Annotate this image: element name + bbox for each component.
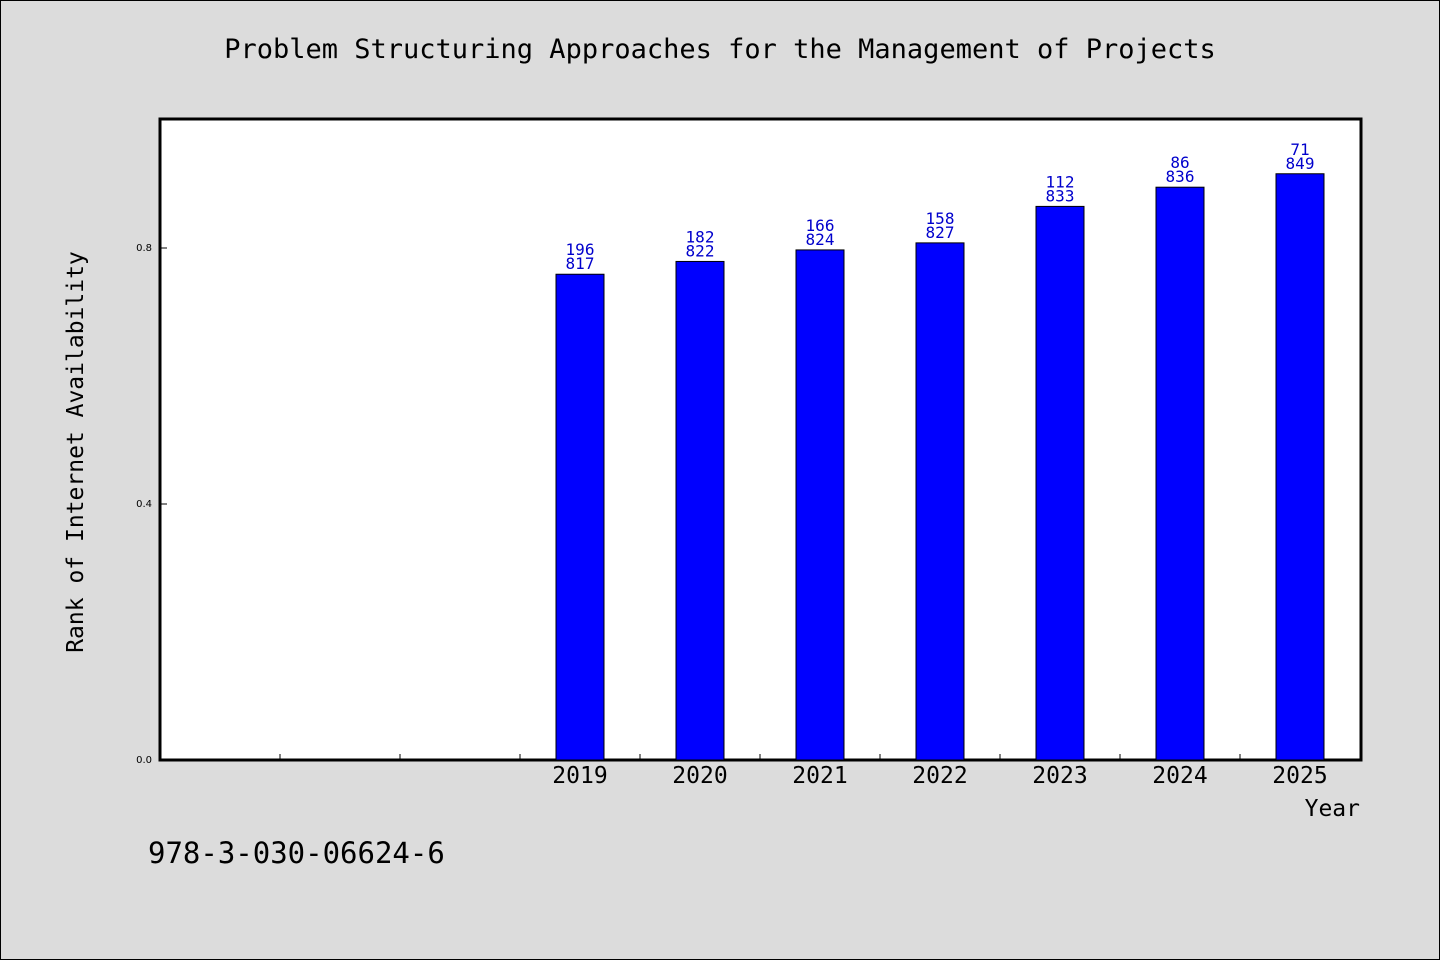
x-tick-label: 2019 <box>552 763 607 789</box>
bar <box>795 249 845 761</box>
bar-label-top: 182 <box>686 227 715 246</box>
y-tick-label: 0.8 <box>136 243 152 254</box>
x-axis-label: Year <box>1304 796 1360 822</box>
bar-label-bottom: 827 <box>926 223 955 242</box>
bar-label-bottom: 822 <box>686 241 715 260</box>
x-tick-label: 2025 <box>1272 763 1327 789</box>
y-tick-label: 0.0 <box>136 755 152 766</box>
chart-title: Problem Structuring Approaches for the M… <box>224 34 1216 65</box>
x-tick-label: 2021 <box>792 763 847 789</box>
bar-label-top: 112 <box>1046 172 1075 191</box>
bar-label-bottom: 824 <box>806 230 835 249</box>
bar-label-top: 71 <box>1290 140 1309 159</box>
bar-label-bottom: 817 <box>566 254 595 273</box>
bar <box>555 273 605 761</box>
y-tick-label: 0.4 <box>136 499 152 510</box>
y-axis-label: Rank of Internet Availability <box>63 251 89 653</box>
bar-label-top: 196 <box>566 240 595 259</box>
bar <box>1275 173 1325 761</box>
bar-label-top: 158 <box>926 209 955 228</box>
bar-label-bottom: 849 <box>1286 154 1315 173</box>
isbn-footer: 978-3-030-06624-6 <box>148 836 445 870</box>
bar-label-top: 86 <box>1170 153 1189 172</box>
bar <box>1035 205 1085 761</box>
bar <box>675 260 725 761</box>
bar-label-bottom: 833 <box>1046 186 1075 205</box>
bar-label-top: 166 <box>806 216 835 235</box>
bar <box>915 242 965 761</box>
bar-label-bottom: 836 <box>1166 167 1195 186</box>
x-tick-label: 2023 <box>1032 763 1087 789</box>
x-tick-label: 2024 <box>1152 763 1207 789</box>
x-tick-label: 2022 <box>912 763 967 789</box>
x-tick-label: 2020 <box>672 763 727 789</box>
bar <box>1155 186 1205 761</box>
